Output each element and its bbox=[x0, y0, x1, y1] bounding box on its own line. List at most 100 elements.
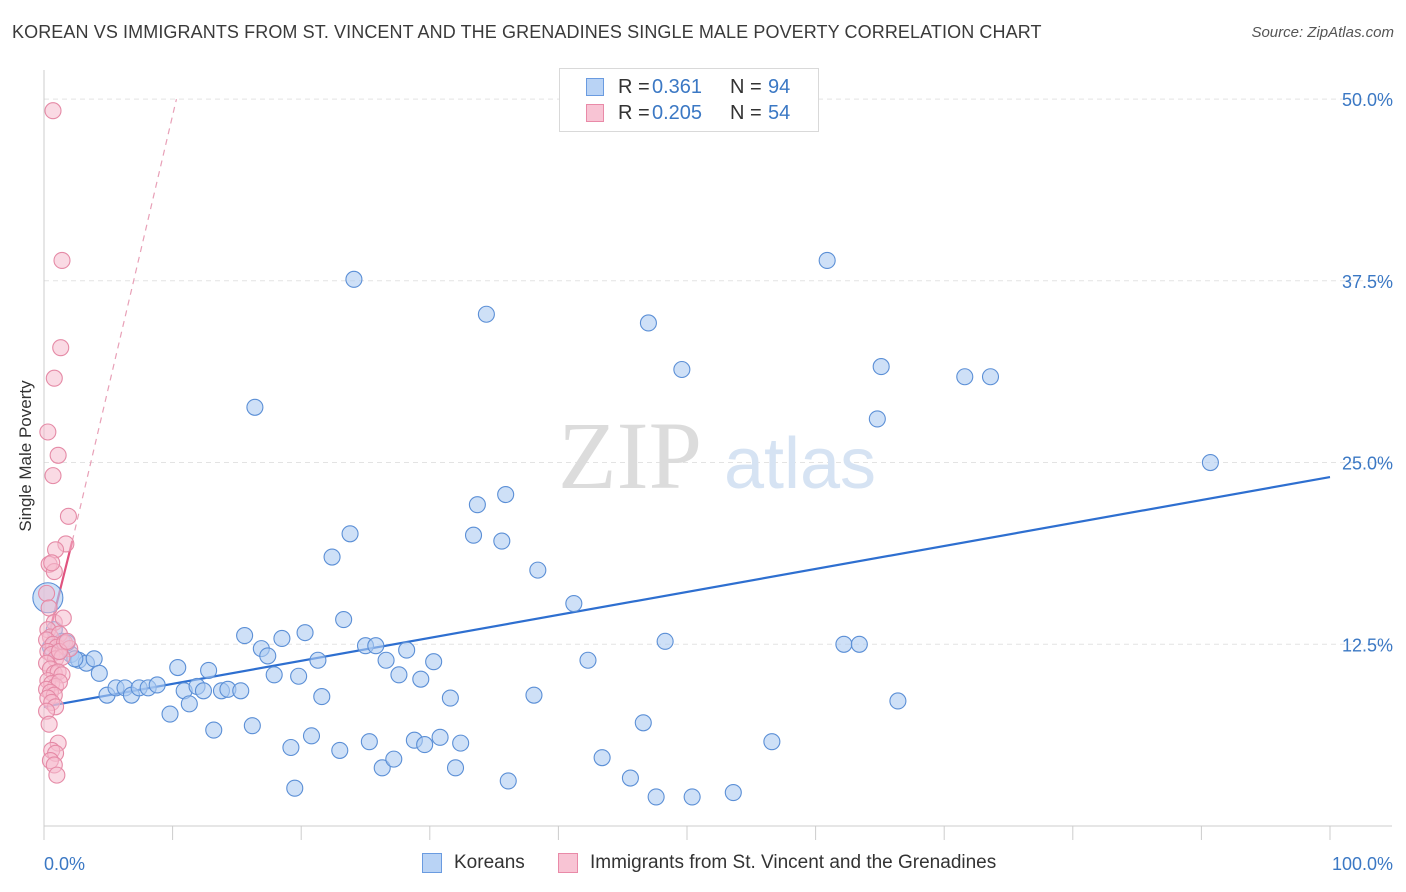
data-point-koreans bbox=[593, 749, 611, 767]
data-point-koreans bbox=[493, 532, 511, 550]
correlation-legend: R = 0.361 N = 94 R = 0.205 N = 54 bbox=[559, 68, 819, 132]
x-tick-label: 100.0% bbox=[1332, 854, 1393, 874]
y-tick-label: 12.5% bbox=[1342, 635, 1393, 655]
data-point-koreans bbox=[373, 759, 391, 777]
data-point-koreans bbox=[236, 626, 254, 645]
bottom-legend-label-koreans: Koreans bbox=[454, 852, 525, 873]
data-point-koreans bbox=[497, 485, 515, 504]
data-point-koreans bbox=[85, 650, 103, 668]
data-point-koreans bbox=[335, 611, 353, 629]
x-tick-label: 0.0% bbox=[44, 854, 85, 874]
data-point-koreans bbox=[683, 788, 701, 806]
bottom-legend-swatch-koreans bbox=[422, 853, 442, 873]
data-point-koreans bbox=[425, 653, 443, 671]
data-point-koreans bbox=[200, 661, 218, 679]
data-point-koreans bbox=[377, 651, 395, 669]
data-point-koreans bbox=[331, 741, 349, 759]
data-point-koreans bbox=[468, 496, 486, 514]
bottom-legend-swatch-immigrants bbox=[558, 853, 578, 873]
legend-n-label: N = bbox=[730, 76, 762, 98]
data-point-immigrants bbox=[43, 554, 61, 572]
data-point-koreans bbox=[205, 721, 223, 739]
data-point-immigrants bbox=[40, 599, 58, 617]
data-point-koreans bbox=[835, 635, 853, 653]
data-point-immigrants bbox=[38, 584, 56, 602]
data-point-koreans bbox=[525, 686, 543, 704]
data-point-koreans bbox=[431, 728, 449, 746]
data-point-immigrants bbox=[39, 423, 57, 441]
data-point-koreans bbox=[850, 635, 868, 653]
source-label: Source: ZipAtlas.com bbox=[1251, 24, 1394, 41]
data-point-koreans bbox=[360, 733, 378, 751]
data-point-koreans bbox=[724, 784, 742, 802]
watermark: ZIP atlas bbox=[558, 402, 876, 509]
data-point-koreans bbox=[323, 548, 341, 566]
data-point-immigrants bbox=[40, 715, 58, 733]
tick-labels: 12.5% 25.0% 37.5% 50.0% 0.0% 100.0% bbox=[44, 90, 1393, 874]
data-point-koreans bbox=[246, 398, 264, 416]
data-point-koreans bbox=[889, 692, 907, 710]
data-point-koreans bbox=[313, 688, 331, 706]
data-point-koreans bbox=[169, 658, 187, 677]
trend-line-immigrants-extension bbox=[71, 98, 178, 542]
data-point-koreans bbox=[273, 629, 291, 648]
data-point-koreans bbox=[621, 769, 639, 787]
watermark-atlas: atlas bbox=[724, 424, 876, 504]
legend-r-label: R = bbox=[618, 102, 650, 124]
data-point-koreans bbox=[656, 632, 674, 650]
data-point-koreans bbox=[956, 368, 974, 386]
data-point-koreans bbox=[309, 651, 327, 669]
data-point-koreans bbox=[634, 714, 652, 732]
series-immigrants-points bbox=[38, 102, 79, 784]
data-point-immigrants bbox=[45, 369, 63, 387]
data-point-koreans bbox=[647, 788, 665, 806]
data-point-koreans bbox=[763, 733, 781, 751]
data-point-koreans bbox=[232, 682, 250, 700]
data-point-immigrants bbox=[59, 507, 77, 525]
grid-lines bbox=[44, 98, 1392, 645]
data-point-immigrants bbox=[49, 446, 67, 464]
data-point-koreans bbox=[416, 736, 434, 754]
data-point-immigrants bbox=[48, 766, 66, 784]
y-tick-label: 37.5% bbox=[1342, 272, 1393, 292]
legend-r-value: 0.205 bbox=[652, 102, 703, 124]
data-point-koreans bbox=[367, 637, 385, 655]
data-point-koreans bbox=[282, 738, 300, 757]
legend-n-value: 94 bbox=[768, 76, 791, 98]
data-point-koreans bbox=[341, 525, 359, 543]
data-point-koreans bbox=[1201, 453, 1219, 472]
data-point-koreans bbox=[565, 595, 583, 613]
data-point-immigrants bbox=[53, 251, 71, 270]
data-point-koreans bbox=[981, 368, 1000, 386]
y-tick-label: 25.0% bbox=[1342, 454, 1393, 474]
legend-swatch-immigrants bbox=[586, 104, 604, 122]
data-point-koreans bbox=[243, 717, 261, 735]
data-point-koreans bbox=[265, 666, 283, 684]
data-point-koreans bbox=[477, 305, 495, 323]
data-point-koreans bbox=[872, 358, 890, 376]
legend-n-value: 54 bbox=[768, 102, 791, 124]
watermark-zip: ZIP bbox=[558, 402, 702, 509]
data-point-koreans bbox=[180, 695, 198, 713]
data-point-koreans bbox=[412, 670, 430, 688]
data-point-immigrants bbox=[44, 467, 62, 485]
data-point-immigrants bbox=[58, 632, 76, 650]
data-point-koreans bbox=[148, 676, 166, 694]
data-point-koreans bbox=[818, 251, 836, 270]
legend-r-value: 0.361 bbox=[652, 76, 703, 98]
bottom-legend-label-immigrants: Immigrants from St. Vincent and the Gren… bbox=[590, 852, 997, 873]
data-point-koreans bbox=[345, 270, 363, 288]
data-point-koreans bbox=[296, 624, 314, 642]
data-point-immigrants bbox=[52, 339, 70, 357]
data-point-koreans bbox=[464, 526, 483, 544]
data-point-koreans bbox=[161, 705, 179, 723]
data-point-koreans bbox=[390, 666, 408, 684]
data-point-koreans bbox=[579, 651, 597, 669]
data-point-koreans bbox=[194, 682, 213, 700]
data-point-koreans bbox=[499, 772, 517, 790]
chart-title: KOREAN VS IMMIGRANTS FROM ST. VINCENT AN… bbox=[12, 22, 1042, 42]
y-tick-label: 50.0% bbox=[1342, 90, 1393, 110]
y-axis-label: Single Male Poverty bbox=[16, 380, 35, 532]
data-point-koreans bbox=[441, 689, 459, 707]
